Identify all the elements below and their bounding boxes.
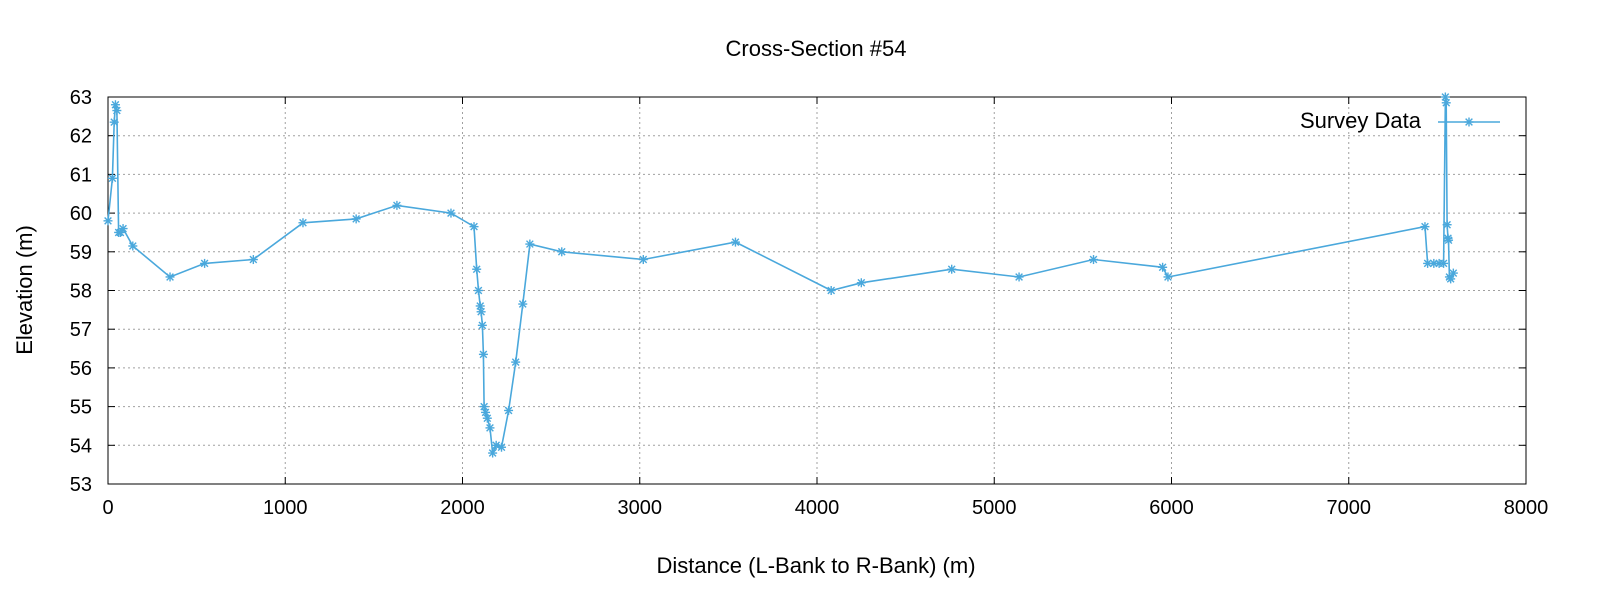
data-point-marker bbox=[482, 413, 492, 423]
x-tick-label: 0 bbox=[102, 497, 113, 519]
data-point-marker bbox=[110, 100, 120, 110]
data-point-marker bbox=[392, 200, 402, 210]
y-tick-label: 57 bbox=[70, 319, 92, 341]
data-point-marker bbox=[485, 423, 495, 433]
data-point-marker bbox=[165, 272, 175, 282]
x-tick-label: 8000 bbox=[1504, 497, 1549, 519]
data-point-marker bbox=[1439, 258, 1449, 268]
data-point-marker bbox=[479, 402, 489, 412]
data-point-marker bbox=[128, 241, 138, 251]
data-point-marker bbox=[1089, 255, 1099, 265]
data-point-marker bbox=[1464, 117, 1474, 127]
legend-label: Survey Data bbox=[1300, 108, 1422, 133]
data-point-marker bbox=[511, 357, 521, 367]
axis-ticks: 0 1000 2000 3000 4000 5000 6000 7000 8000 53 54 55 5… bbox=[70, 87, 1549, 519]
grid-lines bbox=[108, 97, 1526, 484]
data-point-marker bbox=[118, 224, 128, 234]
data-point-marker bbox=[476, 307, 486, 317]
data-point-marker bbox=[351, 214, 361, 224]
data-point-marker bbox=[1158, 262, 1168, 272]
data-point-marker bbox=[525, 239, 535, 249]
data-point-marker bbox=[473, 286, 483, 295]
chart-title: Cross-Section #54 bbox=[726, 36, 907, 61]
data-point-marker bbox=[446, 208, 456, 218]
x-tick-label: 4000 bbox=[795, 497, 840, 519]
y-tick-label: 56 bbox=[70, 358, 92, 380]
data-point-marker bbox=[1448, 268, 1458, 278]
data-point-marker bbox=[200, 258, 210, 268]
data-point-marker bbox=[1444, 235, 1454, 245]
data-point-marker bbox=[947, 264, 957, 274]
data-point-marker bbox=[1014, 272, 1024, 282]
data-point-marker bbox=[478, 349, 488, 359]
data-point-marker bbox=[109, 117, 119, 127]
y-tick-label: 60 bbox=[70, 203, 92, 225]
data-point-marker bbox=[112, 106, 122, 116]
y-tick-label: 59 bbox=[70, 242, 92, 264]
data-point-marker bbox=[856, 278, 866, 288]
data-point-marker bbox=[1420, 222, 1430, 232]
data-point-marker bbox=[298, 218, 308, 228]
x-tick-label: 1000 bbox=[263, 497, 308, 519]
y-tick-label: 55 bbox=[70, 397, 92, 419]
series-layer bbox=[103, 92, 1458, 458]
x-tick-label: 6000 bbox=[1149, 497, 1194, 519]
x-tick-label: 3000 bbox=[618, 497, 663, 519]
data-point-marker bbox=[107, 173, 117, 183]
y-tick-label: 62 bbox=[70, 126, 92, 148]
y-tick-label: 53 bbox=[70, 474, 92, 496]
data-point-marker bbox=[1442, 220, 1452, 230]
y-axis-label: Elevation (m) bbox=[12, 225, 37, 355]
data-point-marker bbox=[518, 299, 528, 309]
y-tick-label: 58 bbox=[70, 281, 92, 303]
data-point-marker bbox=[469, 222, 479, 232]
legend: Survey Data bbox=[1300, 108, 1500, 133]
data-point-marker bbox=[638, 255, 648, 265]
data-point-marker bbox=[730, 237, 740, 247]
legend-marker bbox=[1464, 117, 1474, 127]
x-tick-label: 7000 bbox=[1327, 497, 1372, 519]
data-point-marker bbox=[496, 442, 506, 452]
data-point-marker bbox=[248, 255, 258, 265]
y-tick-label: 61 bbox=[70, 164, 92, 186]
data-point-marker bbox=[504, 405, 514, 415]
data-point-marker bbox=[826, 286, 836, 295]
data-point-marker bbox=[488, 448, 498, 458]
data-point-marker bbox=[1163, 272, 1173, 282]
data-point-marker bbox=[477, 320, 487, 330]
series-line bbox=[107, 96, 1455, 456]
x-axis-label: Distance (L-Bank to R-Bank) (m) bbox=[656, 553, 975, 578]
x-tick-label: 2000 bbox=[440, 497, 485, 519]
x-tick-label: 5000 bbox=[972, 497, 1017, 519]
data-point-marker bbox=[103, 216, 113, 226]
data-point-marker bbox=[472, 264, 482, 274]
data-point-marker bbox=[557, 247, 567, 257]
y-tick-label: 63 bbox=[70, 87, 92, 109]
data-point-marker bbox=[1441, 98, 1451, 108]
y-tick-label: 54 bbox=[70, 435, 92, 457]
